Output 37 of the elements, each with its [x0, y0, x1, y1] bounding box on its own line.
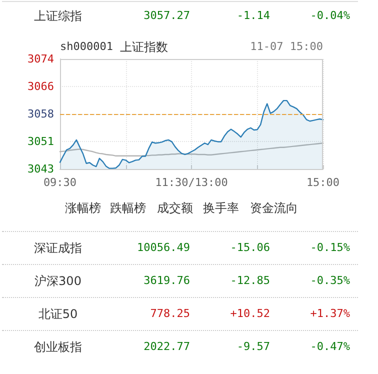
x-tick-label: 15:00: [306, 176, 340, 189]
text: -1.14: [236, 9, 270, 23]
text: 3619.76: [144, 274, 190, 288]
y-tick-label: 3074: [28, 52, 54, 66]
y-tick-label: 3058: [28, 108, 54, 120]
text: 跌幅榜: [110, 201, 146, 215]
text: 778.25: [150, 307, 190, 321]
text: +1.37%: [310, 307, 350, 321]
text: -15.06: [230, 241, 270, 255]
text: 北证50: [37, 307, 79, 321]
text: 沪深300: [34, 274, 82, 288]
text: -0.35%: [310, 274, 350, 288]
text: -0.15%: [310, 241, 350, 255]
text: 换手率: [203, 201, 239, 215]
text: 成交额: [157, 201, 193, 215]
text: 创业板指: [33, 340, 83, 354]
text: +10.52: [230, 307, 270, 321]
x-tick-label: 09:30: [43, 176, 77, 189]
text: 上证综指: [33, 9, 83, 23]
y-tick-label: 3043: [28, 162, 54, 176]
text: -0.47%: [310, 340, 350, 354]
y-tick-label: 3066: [28, 80, 54, 93]
text: 11-07 15:00: [250, 40, 323, 54]
text: 涨幅榜: [65, 201, 101, 215]
text: -12.85: [230, 274, 270, 288]
text: -0.04%: [310, 9, 350, 23]
chart-title: 上证指数: [120, 40, 168, 54]
y-tick-label: 3051: [28, 135, 54, 148]
x-tick-label: 11:30/13:00: [155, 176, 228, 189]
text: 2022.77: [144, 340, 190, 354]
text: 10056.49: [137, 241, 190, 255]
line-series: [59, 142, 324, 157]
text: sh000001: [60, 40, 113, 54]
text: 深证成指: [33, 241, 83, 255]
text: 资金流向: [250, 201, 298, 215]
text: -9.57: [236, 340, 270, 354]
text: 3057.27: [144, 9, 190, 23]
